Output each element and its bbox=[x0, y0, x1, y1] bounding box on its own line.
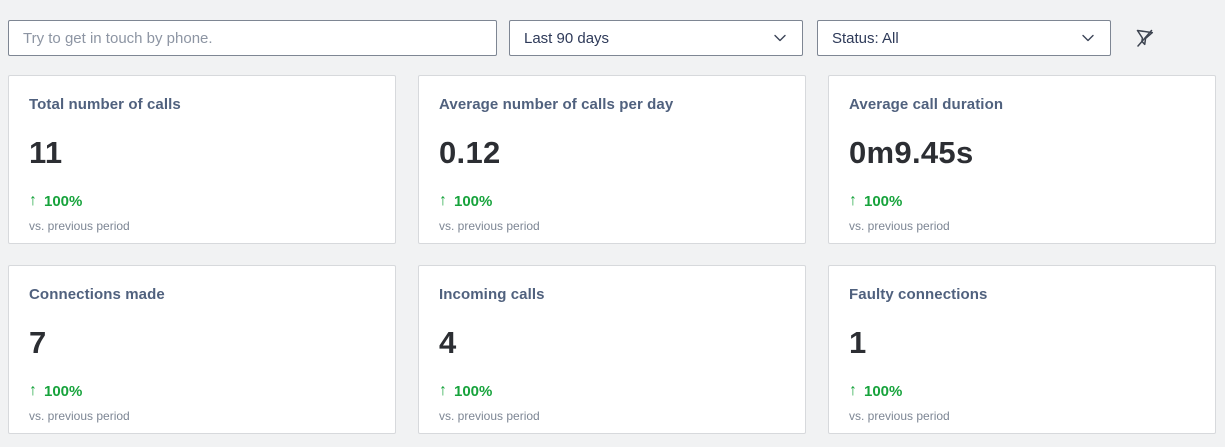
card-value: 11 bbox=[29, 135, 63, 170]
filter-bar: Last 90 days Status: All bbox=[8, 20, 1216, 56]
chevron-down-icon bbox=[1082, 34, 1094, 42]
stat-card-avg-call-duration: Average call duration 0m9.45s ↑ 100% vs.… bbox=[828, 75, 1216, 244]
card-caption: vs. previous period bbox=[439, 409, 540, 423]
arrow-up-icon: ↑ bbox=[439, 192, 447, 209]
card-value: 0m9.45s bbox=[849, 135, 974, 170]
arrow-up-icon: ↑ bbox=[29, 382, 37, 399]
card-title: Incoming calls bbox=[439, 286, 545, 303]
clear-filters-button[interactable] bbox=[1130, 24, 1158, 52]
card-delta: ↑ 100% bbox=[439, 383, 785, 399]
card-caption: vs. previous period bbox=[29, 409, 130, 423]
stat-card-connections-made: Connections made 7 ↑ 100% vs. previous p… bbox=[8, 265, 396, 434]
stat-card-avg-calls-per-day: Average number of calls per day 0.12 ↑ 1… bbox=[418, 75, 806, 244]
card-value: 0.12 bbox=[439, 135, 501, 170]
arrow-up-icon: ↑ bbox=[439, 382, 447, 399]
status-value: Status: All bbox=[832, 29, 899, 47]
arrow-up-icon: ↑ bbox=[849, 192, 857, 209]
date-range-dropdown[interactable]: Last 90 days bbox=[509, 20, 803, 56]
delta-percent: 100% bbox=[864, 192, 903, 210]
card-caption: vs. previous period bbox=[849, 219, 950, 233]
delta-percent: 100% bbox=[44, 382, 83, 400]
card-value: 1 bbox=[849, 325, 867, 360]
stat-card-faulty-connections: Faulty connections 1 ↑ 100% vs. previous… bbox=[828, 265, 1216, 434]
stat-card-total-calls: Total number of calls 11 ↑ 100% vs. prev… bbox=[8, 75, 396, 244]
search-input[interactable] bbox=[8, 20, 497, 56]
delta-percent: 100% bbox=[864, 382, 903, 400]
delta-percent: 100% bbox=[454, 192, 493, 210]
card-title: Average call duration bbox=[849, 96, 1004, 113]
chevron-down-icon bbox=[774, 34, 786, 42]
card-delta: ↑ 100% bbox=[29, 193, 375, 209]
arrow-up-icon: ↑ bbox=[849, 382, 857, 399]
card-delta: ↑ 100% bbox=[439, 193, 785, 209]
card-title: Faulty connections bbox=[849, 286, 988, 303]
filter-off-icon bbox=[1136, 29, 1154, 47]
stat-card-incoming-calls: Incoming calls 4 ↑ 100% vs. previous per… bbox=[418, 265, 806, 434]
card-caption: vs. previous period bbox=[849, 409, 950, 423]
delta-percent: 100% bbox=[44, 192, 83, 210]
card-title: Total number of calls bbox=[29, 96, 181, 113]
stat-cards-grid: Total number of calls 11 ↑ 100% vs. prev… bbox=[8, 75, 1216, 434]
status-dropdown[interactable]: Status: All bbox=[817, 20, 1111, 56]
card-value: 7 bbox=[29, 325, 47, 360]
arrow-up-icon: ↑ bbox=[29, 192, 37, 209]
date-range-value: Last 90 days bbox=[524, 29, 610, 47]
card-title: Average number of calls per day bbox=[439, 96, 674, 113]
card-delta: ↑ 100% bbox=[849, 193, 1195, 209]
card-value: 4 bbox=[439, 325, 457, 360]
card-delta: ↑ 100% bbox=[29, 383, 375, 399]
card-title: Connections made bbox=[29, 286, 165, 303]
card-caption: vs. previous period bbox=[439, 219, 540, 233]
card-delta: ↑ 100% bbox=[849, 383, 1195, 399]
card-caption: vs. previous period bbox=[29, 219, 130, 233]
delta-percent: 100% bbox=[454, 382, 493, 400]
